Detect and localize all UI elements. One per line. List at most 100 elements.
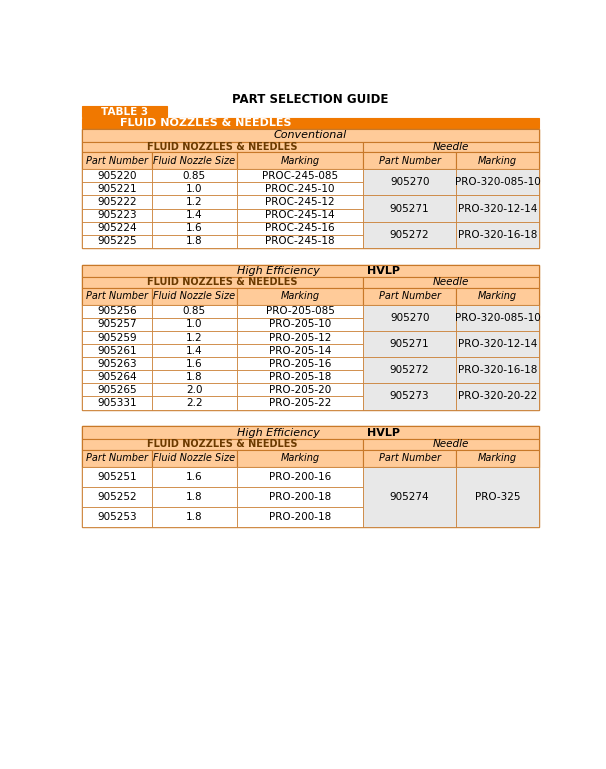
Bar xyxy=(363,221,456,248)
Bar xyxy=(82,106,167,117)
Text: 1.6: 1.6 xyxy=(186,358,202,368)
Bar xyxy=(363,467,456,527)
Bar xyxy=(237,357,363,370)
Text: 905223: 905223 xyxy=(97,210,136,220)
Bar xyxy=(363,195,456,221)
Bar xyxy=(237,152,363,169)
Bar xyxy=(456,195,539,221)
Text: 1.4: 1.4 xyxy=(186,345,202,355)
Bar xyxy=(82,235,152,248)
Text: Fluid Nozzle Size: Fluid Nozzle Size xyxy=(153,291,235,301)
Text: Marking: Marking xyxy=(281,291,319,301)
Text: Part Number: Part Number xyxy=(86,291,148,301)
Text: PRO-320-16-18: PRO-320-16-18 xyxy=(458,365,538,375)
Bar xyxy=(152,344,237,357)
Text: PRO-200-16: PRO-200-16 xyxy=(269,471,331,481)
Bar xyxy=(82,265,539,410)
Bar xyxy=(82,357,152,370)
Bar xyxy=(82,141,363,152)
Text: 905257: 905257 xyxy=(97,319,136,329)
Text: 905265: 905265 xyxy=(97,385,136,395)
Bar xyxy=(456,221,539,248)
Bar xyxy=(82,305,152,318)
Text: PRO-205-16: PRO-205-16 xyxy=(269,358,331,368)
Text: 1.8: 1.8 xyxy=(186,511,202,521)
Text: PRO-205-20: PRO-205-20 xyxy=(269,385,331,395)
Text: HVLP: HVLP xyxy=(367,266,400,276)
Text: 905222: 905222 xyxy=(97,197,136,207)
Text: FLUID NOZZLES & NEEDLES: FLUID NOZZLES & NEEDLES xyxy=(120,118,291,128)
Text: PROC-245-14: PROC-245-14 xyxy=(265,210,335,220)
Bar xyxy=(363,331,456,357)
Bar xyxy=(82,487,152,507)
Text: 1.6: 1.6 xyxy=(186,223,202,233)
Bar xyxy=(82,467,152,487)
Bar xyxy=(82,427,539,439)
Text: 905271: 905271 xyxy=(390,204,430,214)
Text: 905252: 905252 xyxy=(97,491,136,501)
Text: 1.6: 1.6 xyxy=(186,471,202,481)
Bar xyxy=(237,450,363,467)
Bar xyxy=(237,182,363,195)
Text: PRO-320-16-18: PRO-320-16-18 xyxy=(458,230,538,240)
Bar xyxy=(82,318,152,331)
Bar xyxy=(456,169,539,195)
Text: 905272: 905272 xyxy=(390,365,430,375)
Bar xyxy=(363,288,456,305)
Text: FLUID NOZZLES & NEEDLES: FLUID NOZZLES & NEEDLES xyxy=(147,142,298,152)
Text: Part Number: Part Number xyxy=(379,453,441,463)
Text: 905270: 905270 xyxy=(390,313,430,323)
Bar xyxy=(82,182,152,195)
Text: PRO-320-085-10: PRO-320-085-10 xyxy=(455,313,541,323)
Text: FLUID NOZZLES & NEEDLES: FLUID NOZZLES & NEEDLES xyxy=(147,278,298,288)
Bar xyxy=(456,383,539,410)
Text: PRO-320-12-14: PRO-320-12-14 xyxy=(458,204,538,214)
Text: HVLP: HVLP xyxy=(367,428,400,438)
Text: PRO-320-085-10: PRO-320-085-10 xyxy=(455,178,541,188)
Bar xyxy=(82,331,152,344)
Bar xyxy=(237,467,363,487)
Text: 2.0: 2.0 xyxy=(186,385,202,395)
Text: PRO-205-12: PRO-205-12 xyxy=(269,332,331,342)
Text: Part Number: Part Number xyxy=(379,156,441,166)
Bar xyxy=(82,344,152,357)
Text: PROC-245-085: PROC-245-085 xyxy=(262,171,338,181)
Text: 1.4: 1.4 xyxy=(186,210,202,220)
Bar xyxy=(152,467,237,487)
Text: Needle: Needle xyxy=(433,278,470,288)
Text: PROC-245-12: PROC-245-12 xyxy=(265,197,335,207)
Bar xyxy=(152,370,237,383)
Text: 905259: 905259 xyxy=(97,332,136,342)
Text: PRO-325: PRO-325 xyxy=(475,491,521,501)
Bar xyxy=(237,208,363,221)
Text: Fluid Nozzle Size: Fluid Nozzle Size xyxy=(153,156,235,166)
Bar xyxy=(82,129,539,141)
Bar xyxy=(82,450,152,467)
Bar xyxy=(152,195,237,208)
Bar xyxy=(237,288,363,305)
Text: FLUID NOZZLES & NEEDLES: FLUID NOZZLES & NEEDLES xyxy=(147,439,298,449)
Bar xyxy=(152,305,237,318)
Text: 905274: 905274 xyxy=(390,491,430,501)
Bar xyxy=(82,169,152,182)
Bar xyxy=(152,169,237,182)
Text: Marking: Marking xyxy=(281,156,319,166)
Bar xyxy=(456,450,539,467)
Text: Needle: Needle xyxy=(433,439,470,449)
Text: Conventional: Conventional xyxy=(274,131,347,141)
Text: High Efficiency: High Efficiency xyxy=(237,266,320,276)
Text: High Efficiency: High Efficiency xyxy=(237,428,320,438)
Bar xyxy=(456,357,539,383)
Text: 0.85: 0.85 xyxy=(183,306,206,316)
Bar xyxy=(152,357,237,370)
Bar xyxy=(82,208,152,221)
Bar xyxy=(237,221,363,235)
Bar xyxy=(237,507,363,527)
Text: 905272: 905272 xyxy=(390,230,430,240)
Text: 905251: 905251 xyxy=(97,471,136,481)
Bar xyxy=(152,152,237,169)
Bar xyxy=(363,277,539,288)
Bar xyxy=(363,439,539,450)
Text: 905256: 905256 xyxy=(97,306,136,316)
Text: PROC-245-10: PROC-245-10 xyxy=(265,184,335,194)
